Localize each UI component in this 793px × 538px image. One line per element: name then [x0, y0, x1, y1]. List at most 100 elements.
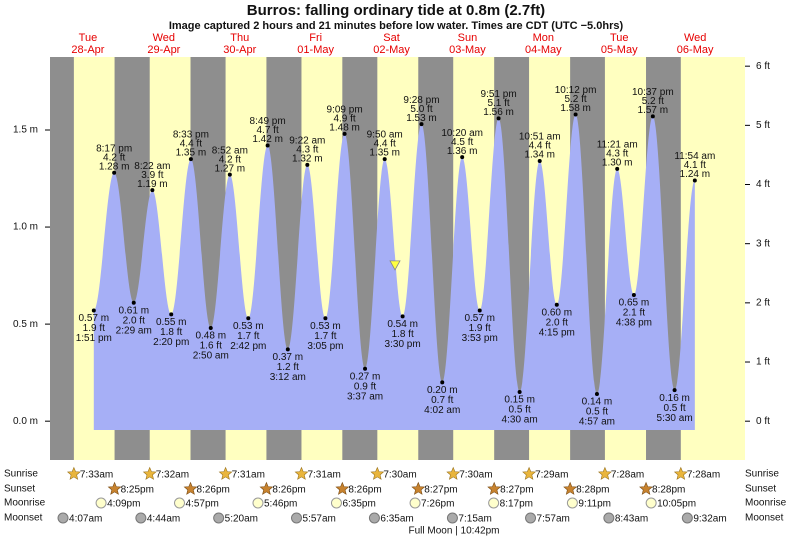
tide-time: 8:22 am: [134, 161, 170, 172]
sunset-icon: [411, 481, 426, 495]
y-tick-label: 0.0 m: [13, 416, 38, 427]
tide-time: 10:37 pm: [632, 87, 674, 98]
moonset-icon: [446, 512, 458, 524]
sunrise-time: 7:30am: [459, 470, 492, 481]
sunrise-icon: [294, 466, 309, 480]
tide-time: 4:15 pm: [539, 327, 575, 338]
sunrise-time: 7:28am: [611, 470, 644, 481]
tide-time: 4:30 am: [502, 415, 538, 426]
tide-point: [400, 314, 405, 319]
tide-time: 3:53 pm: [462, 333, 498, 344]
sunset-time: 8:26pm: [272, 485, 305, 496]
tide-height-m: 1.36 m: [447, 146, 478, 157]
tide-height-m: 0.15 m: [504, 395, 535, 406]
sunset-time: 8:28pm: [576, 485, 609, 496]
day-date: 28-Apr: [71, 44, 104, 56]
tide-time: 11:54 am: [674, 151, 715, 162]
tide-height-ft: 4.9 ft: [333, 114, 355, 125]
row-label-left: Sunset: [4, 484, 35, 495]
row-label-right: Sunrise: [745, 469, 779, 480]
tide-height-m: 0.53 m: [310, 321, 341, 332]
tide-time: 4:02 am: [424, 405, 460, 416]
moonrise-time: 4:57pm: [186, 499, 219, 510]
tide-height-ft: 1.7 ft: [314, 331, 336, 342]
sunset-time: 8:25pm: [121, 485, 154, 496]
day-date: 03-May: [449, 44, 486, 56]
tide-height-ft: 4.3 ft: [606, 148, 628, 159]
tide-time: 8:52 am: [212, 145, 248, 156]
y2-tick-label: 0 ft: [756, 416, 770, 427]
row-label-right: Sunset: [745, 484, 776, 495]
tide-height-ft: 4.2 ft: [219, 154, 241, 165]
tide-height-ft: 2.0 ft: [123, 315, 145, 326]
sunrise-time: 7:31am: [307, 470, 340, 481]
tide-point: [188, 157, 193, 162]
tide-height-m: 1.28 m: [99, 161, 130, 172]
moonrise-time: 5:46pm: [264, 499, 297, 510]
tide-height-ft: 4.5 ft: [451, 137, 473, 148]
tide-point: [672, 388, 677, 393]
tide-height-m: 1.42 m: [252, 134, 283, 145]
tide-height-ft: 4.4 ft: [529, 141, 551, 152]
y2-tick-label: 4 ft: [756, 179, 770, 190]
moonset-icon: [135, 512, 147, 524]
moonrise-icon: [330, 497, 342, 509]
tide-time: 8:17 pm: [96, 143, 132, 154]
moonset-time: 8:43am: [615, 514, 648, 525]
tide-height-ft: 1.6 ft: [200, 341, 222, 352]
tide-height-m: 0.53 m: [233, 321, 264, 332]
tide-time: 4:57 am: [579, 417, 615, 428]
moonrise-time: 10:05pm: [657, 499, 696, 510]
tide-height-m: 0.60 m: [542, 307, 573, 318]
sunrise-time: 7:30am: [383, 470, 416, 481]
tide-point: [323, 316, 328, 321]
tide-height-ft: 3.9 ft: [141, 170, 163, 181]
day-weekday: Fri: [309, 32, 322, 44]
tide-height-ft: 0.9 ft: [354, 381, 376, 392]
tide-height-ft: 0.5 ft: [586, 407, 608, 418]
tide-height-m: 0.37 m: [273, 352, 304, 363]
tide-point: [246, 316, 251, 321]
tide-height-ft: 4.4 ft: [180, 139, 202, 150]
tide-height-ft: 1.9 ft: [83, 323, 105, 334]
tide-point: [631, 292, 636, 297]
sunrise-icon: [142, 466, 157, 480]
tide-height-ft: 1.9 ft: [469, 323, 491, 334]
tide-height-m: 1.27 m: [215, 163, 246, 174]
moonset-time: 4:07am: [69, 514, 102, 525]
tide-point: [150, 188, 155, 193]
day-weekday: Thu: [230, 32, 249, 44]
tide-time: 1:51 pm: [76, 333, 112, 344]
sunset-time: 8:27pm: [424, 485, 457, 496]
y2-tick-label: 5 ft: [756, 120, 770, 131]
row-label-right: Moonrise: [745, 498, 787, 509]
tide-height-m: 0.14 m: [582, 397, 613, 408]
tide-height-m: 0.65 m: [619, 298, 650, 309]
tide-time: 2:20 pm: [153, 337, 189, 348]
sunset-icon: [335, 481, 350, 495]
sunset-time: 8:28pm: [652, 485, 685, 496]
sunrise-icon: [66, 466, 81, 480]
sunrise-icon: [370, 466, 385, 480]
day-weekday: Tue: [610, 32, 629, 44]
tide-height-m: 1.58 m: [560, 103, 591, 114]
y-tick-label: 1.0 m: [13, 222, 38, 233]
sunset-icon: [487, 481, 502, 495]
tide-point: [285, 347, 290, 352]
sunset-time: 8:26pm: [348, 485, 381, 496]
moonrise-time: 4:09pm: [107, 499, 140, 510]
tide-point: [537, 159, 542, 164]
sunset-icon: [183, 481, 198, 495]
tide-time: 8:33 pm: [173, 130, 209, 141]
day-weekday: Tue: [79, 32, 98, 44]
sunrise-icon: [218, 466, 233, 480]
moonrise-icon: [566, 497, 578, 509]
tide-height-ft: 5.2 ft: [564, 94, 586, 105]
y-tick-label: 0.5 m: [13, 319, 38, 330]
tide-time: 8:49 pm: [250, 116, 286, 127]
moonrise-icon: [95, 497, 107, 509]
day-date: 06-May: [677, 44, 714, 56]
tide-height-ft: 1.2 ft: [277, 362, 299, 373]
tide-height-ft: 4.4 ft: [374, 139, 396, 150]
tide-time: 2:50 am: [193, 351, 229, 362]
